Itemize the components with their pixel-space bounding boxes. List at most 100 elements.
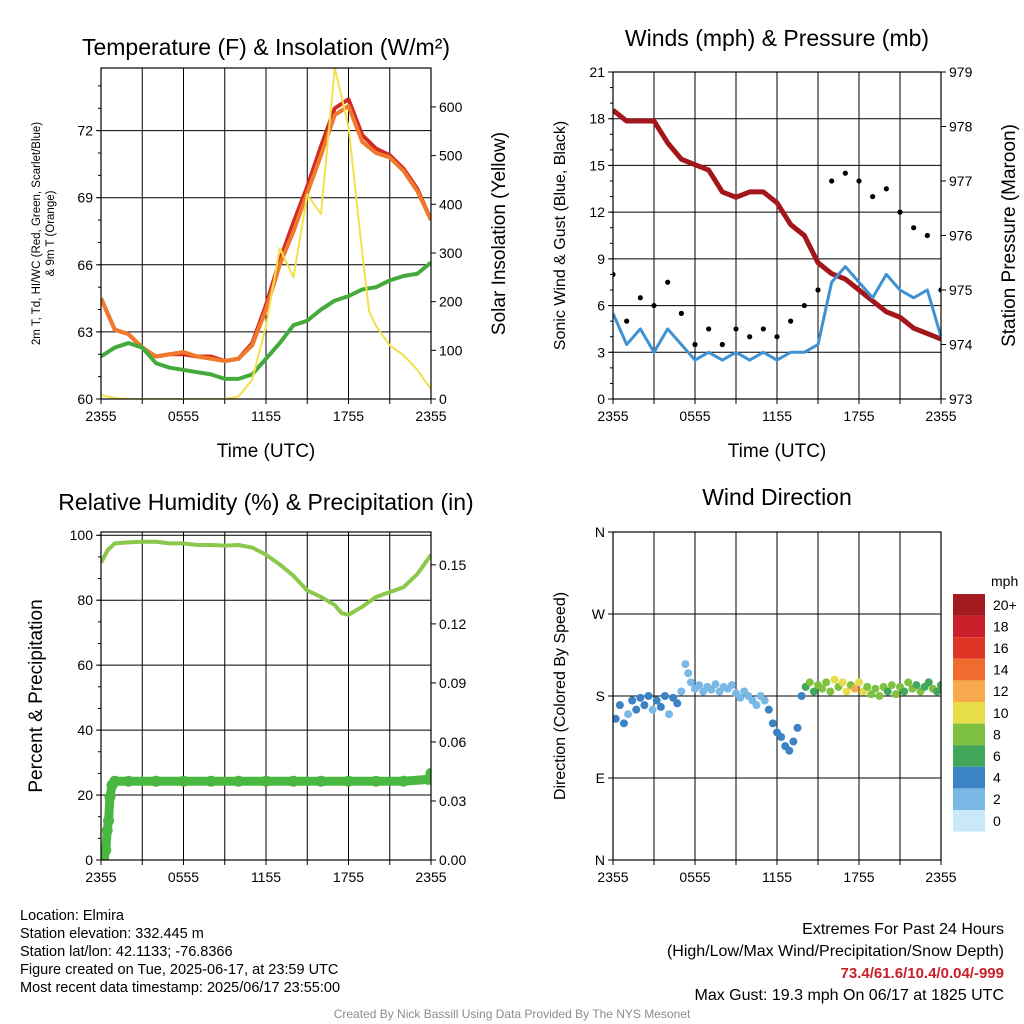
- legend-swatch: [953, 745, 985, 767]
- max-gust-label: Max Gust: 19.3 mph On 06/17 at 1825 UTC: [694, 987, 1005, 1004]
- legend-swatch: [953, 637, 985, 659]
- y-tick-label-right: 975: [949, 282, 973, 298]
- gust-point: [856, 178, 862, 184]
- direction-point: [855, 678, 863, 687]
- y-tick-label-right: 300: [439, 245, 463, 261]
- x-tick-label: 2355: [85, 408, 116, 424]
- y-tick-label-right: 973: [949, 391, 973, 407]
- direction-point: [711, 680, 720, 689]
- y-tick-label-right: 400: [439, 196, 463, 212]
- x-tick-label: 0555: [679, 408, 710, 424]
- direction-point: [937, 681, 941, 690]
- direction-point: [760, 696, 769, 705]
- x-tick-label: 0555: [168, 869, 199, 885]
- direction-point: [887, 681, 896, 690]
- plot-area: [101, 68, 431, 399]
- gust-point: [924, 232, 930, 239]
- x-tick-label: 0555: [679, 869, 710, 885]
- gust-point: [747, 334, 753, 340]
- y-tick-label-left: 0: [597, 391, 605, 407]
- direction-point: [752, 701, 761, 710]
- legend-label: 0: [993, 813, 1001, 829]
- y-tick-label-right: 979: [949, 64, 973, 80]
- direction-point: [677, 687, 686, 696]
- series-line-orange: [101, 104, 431, 363]
- direction-point: [636, 693, 645, 702]
- direction-point: [912, 681, 921, 690]
- direction-point: [785, 746, 794, 755]
- gust-point: [637, 295, 643, 301]
- gust-point: [692, 341, 698, 348]
- y-tick-label-left: 20: [77, 787, 93, 803]
- y-tick-label-left: W: [592, 606, 606, 622]
- direction-point: [838, 678, 847, 687]
- chart-title: Relative Humidity (%) & Precipitation (i…: [58, 489, 473, 515]
- legend-label: 4: [993, 770, 1001, 786]
- legend-label: 12: [993, 683, 1009, 699]
- direction-point: [736, 693, 745, 702]
- x-tick-label: 2355: [415, 408, 446, 424]
- legend-label: 16: [993, 640, 1009, 656]
- legend-label: 2: [993, 791, 1001, 807]
- direction-point: [644, 692, 653, 700]
- plot-frame: [100, 531, 432, 861]
- extremes-values: 73.4/61.6/10.4/0.04/-999: [840, 965, 1004, 982]
- gust-point: [706, 326, 712, 332]
- direction-point: [686, 678, 695, 687]
- x-tick-label: 1755: [333, 408, 364, 424]
- direction-point: [764, 705, 773, 714]
- y-tick-label-left: 12: [589, 204, 605, 220]
- y-tick-label-right: 0: [439, 391, 447, 407]
- gust-point: [897, 209, 903, 215]
- legend-swatch: [953, 766, 985, 789]
- chart-title: Winds (mph) & Pressure (mb): [625, 25, 929, 51]
- direction-point: [900, 687, 909, 696]
- direction-point: [640, 701, 649, 710]
- y-axis-label-left: 2m T, Td, HI/WC (Red, Green, Scarlet/Blu…: [31, 122, 57, 345]
- direction-point: [842, 687, 851, 696]
- direction-point: [660, 692, 669, 700]
- x-tick-label: 1155: [762, 869, 792, 885]
- charts-canvas: Temperature (F) & Insolation (W/m²)2355 0…: [26, 25, 1020, 885]
- latlon-label: Station lat/lon: 42.1133; -76.8366: [20, 944, 233, 960]
- gust-point: [842, 170, 848, 176]
- gust-point: [829, 178, 835, 184]
- gust-point: [938, 287, 941, 293]
- direction-point: [932, 687, 941, 696]
- legend-swatch: [953, 680, 985, 702]
- legend-label: 6: [993, 748, 1001, 764]
- direction-point: [904, 678, 913, 687]
- x-tick-label: 2355: [415, 869, 446, 885]
- direction-point: [809, 687, 818, 696]
- y-tick-label-left: 15: [589, 157, 605, 173]
- y-tick-label-right: 0.00: [439, 852, 466, 868]
- y-tick-label-left: 0: [85, 852, 93, 868]
- direction-point: [656, 702, 665, 711]
- series-line-wind_blue: [613, 265, 941, 362]
- gust-point: [613, 271, 616, 278]
- legend-label: 18: [993, 618, 1009, 634]
- gust-point: [624, 318, 630, 324]
- direction-point: [652, 696, 661, 705]
- direction-point: [826, 687, 835, 696]
- x-tick-label: 2355: [597, 408, 628, 424]
- direction-point: [615, 701, 624, 710]
- x-tick-label: 1155: [251, 408, 281, 424]
- y-tick-label-right: 500: [439, 148, 463, 164]
- direction-point: [613, 714, 620, 723]
- y-tick-label-left: 9: [597, 251, 605, 267]
- direction-point: [789, 737, 798, 746]
- direction-point: [669, 693, 678, 702]
- y-tick-label-right: 0.03: [439, 793, 466, 809]
- legend-swatch: [953, 788, 985, 810]
- gust-point: [774, 334, 780, 340]
- gust-point: [733, 326, 739, 332]
- plot-frame: [612, 531, 942, 861]
- y-tick-label-left: S: [596, 688, 605, 704]
- legend-swatch: [953, 723, 985, 746]
- direction-point: [619, 719, 628, 728]
- y-tick-label-left: 80: [77, 592, 93, 608]
- chart-title: Wind Direction: [702, 484, 852, 510]
- y-tick-label-right: 0.12: [439, 616, 466, 632]
- direction-point: [632, 705, 641, 714]
